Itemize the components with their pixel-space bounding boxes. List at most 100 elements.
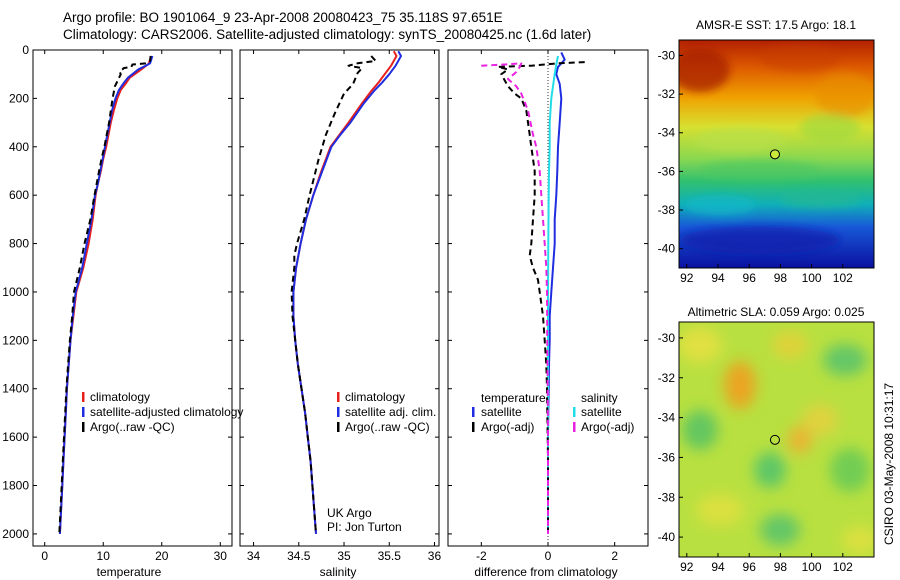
temperature-xlabel: temperature	[97, 565, 162, 579]
legend-label-sal-argo: Argo(-adj)	[581, 420, 634, 434]
salinity-series-satellite-adj-clim-	[292, 50, 402, 534]
sla-argo-location-marker	[769, 434, 780, 445]
legend-label-temp-satellite: satellite	[481, 405, 522, 419]
legend-label-satellite-adj: satellite adj. clim.	[345, 405, 436, 419]
legend-swatch-argo	[337, 422, 340, 432]
legend-label-argo: Argo(..raw -QC)	[90, 420, 175, 434]
timestamp-credit: CSIRO 03-May-2008 10:31:17	[882, 383, 896, 545]
difference-xtick-label: 2	[611, 549, 618, 563]
temperature-plot-frame	[32, 49, 233, 547]
legend-title-salinity: salinity	[581, 391, 618, 405]
chart-marks: 0 10 20 30020040060080010001200140016001800…	[2, 43, 853, 574]
depth-ytick-label: 0	[22, 43, 29, 57]
sla-map-title: Altimetric SLA: 0.059 Argo: 0.025	[688, 305, 865, 319]
depth-ytick-label: 1600	[2, 430, 29, 444]
sla_map-xtick-label: 94	[711, 560, 725, 574]
sst_map-xtick-label: 92	[680, 271, 694, 285]
sla_map-xtick-label: 98	[774, 560, 788, 574]
sst_map-ytick-label: -36	[658, 164, 676, 178]
temperature-xtick-label: 20	[155, 549, 169, 563]
legend-swatch-climatology	[82, 392, 85, 402]
temperature-series-argo-raw-qc-	[58, 55, 152, 534]
depth-ytick-label: 400	[9, 140, 29, 154]
sla_map-xtick-label: 92	[680, 560, 694, 574]
salinity-series-argo-raw-qc-	[290, 55, 377, 534]
temperature-series-climatology	[58, 55, 153, 534]
salinity-plot-frame	[239, 49, 440, 547]
difference-series-salinity-satellite	[547, 55, 559, 534]
salinity-series-climatology	[292, 50, 398, 534]
legend-label-temp-argo: Argo(-adj)	[481, 420, 534, 434]
difference-xlabel: difference from climatology	[474, 565, 617, 579]
salinity-xtick-label: 34.5	[287, 549, 311, 563]
depth-ytick-label: 1000	[2, 285, 29, 299]
depth-ytick-label: 200	[9, 91, 29, 105]
difference-xtick-label: -2	[476, 549, 487, 563]
sla_map-ytick-label: -34	[658, 411, 676, 425]
sst_map-xtick-label: 102	[833, 271, 853, 285]
sla_map-xtick-label: 96	[743, 560, 757, 574]
legend-label-climatology: climatology	[345, 390, 405, 404]
legend-swatch-argo	[82, 422, 85, 432]
sst_map-ytick-label: -34	[658, 126, 676, 140]
difference-legend: temperature satellite Argo(-adj) salinit…	[472, 391, 634, 434]
difference-series-temperature-argo-adj-	[497, 61, 585, 534]
temperature-xtick-label: 30	[214, 549, 228, 563]
sst_map-ytick-label: -30	[658, 48, 676, 62]
legend-swatch-satellite-adjusted	[82, 407, 85, 417]
sla_map-ytick-label: -30	[658, 331, 676, 345]
legend-label-argo: Argo(..raw -QC)	[345, 420, 430, 434]
legend-label-satellite-adjusted: satellite-adjusted climatology	[90, 405, 243, 419]
legend-swatch-sal-satellite	[573, 407, 576, 417]
temperature-profile-panel: temperature climatology satellite-adjust…	[32, 49, 243, 579]
sst-map-frame	[678, 39, 875, 269]
temperature-series-satellite-adjusted-climatology	[58, 55, 154, 534]
salinity-xtick-label: 34	[247, 549, 261, 563]
sla-map-panel: Altimetric SLA: 0.059 Argo: 0.025	[678, 305, 875, 558]
depth-ytick-label: 600	[9, 188, 29, 202]
salinity-xtick-label: 35.5	[378, 549, 402, 563]
difference-xtick-label: 0	[545, 549, 552, 563]
sst-map-image	[679, 40, 874, 268]
difference-profile-panel: difference from climatology temperature …	[447, 49, 649, 579]
sst-map-title: AMSR-E SST: 17.5 Argo: 18.1	[696, 18, 856, 32]
sst_map-xtick-label: 94	[711, 271, 725, 285]
depth-ytick-label: 1200	[2, 333, 29, 347]
salinity-profile-panel: salinity climatology satellite adj. clim…	[239, 49, 440, 579]
legend-swatch-temp-satellite	[472, 407, 475, 417]
sst_map-ytick-label: -40	[658, 242, 676, 256]
sst_map-xtick-label: 96	[743, 271, 757, 285]
sla_map-ytick-label: -32	[658, 371, 676, 385]
salinity-legend: climatology satellite adj. clim. Argo(..…	[337, 390, 436, 434]
sst_map-ytick-label: -38	[658, 203, 676, 217]
legend-swatch-satellite-adj	[337, 407, 340, 417]
figure-title-line1: Argo profile: BO 1901064_9 23-Apr-2008 2…	[63, 10, 503, 25]
depth-ytick-label: 2000	[2, 527, 29, 541]
credit-program: UK Argo	[327, 506, 372, 520]
depth-ytick-label: 1400	[2, 382, 29, 396]
temperature-xtick-label: 10	[97, 549, 111, 563]
sla-map-image	[679, 322, 874, 557]
sla_map-ytick-label: -40	[658, 530, 676, 544]
salinity-xtick-label: 36	[428, 549, 442, 563]
sst-map-panel: AMSR-E SST: 17.5 Argo: 18.1	[678, 18, 875, 269]
sla_map-xtick-label: 102	[833, 560, 853, 574]
legend-swatch-climatology	[337, 392, 340, 402]
difference-series-salinity-argo-adj-	[481, 62, 549, 534]
legend-swatch-temp-argo	[472, 422, 475, 432]
depth-ytick-label: 800	[9, 237, 29, 251]
credit-pi: PI: Jon Turton	[327, 520, 402, 534]
temperature-xtick-label: 0	[41, 549, 48, 563]
sst-argo-location-marker	[769, 149, 780, 160]
sst_map-xtick-label: 100	[802, 271, 822, 285]
sla_map-xtick-label: 100	[802, 560, 822, 574]
salinity-xlabel: salinity	[320, 565, 357, 579]
temperature-legend: climatology satellite-adjusted climatolo…	[82, 390, 243, 434]
legend-swatch-sal-argo	[573, 422, 576, 432]
depth-ytick-label: 1800	[2, 479, 29, 493]
salinity-xtick-label: 35	[337, 549, 351, 563]
legend-label-climatology: climatology	[90, 390, 150, 404]
sst_map-ytick-label: -32	[658, 87, 676, 101]
sla-map-frame	[678, 321, 875, 558]
